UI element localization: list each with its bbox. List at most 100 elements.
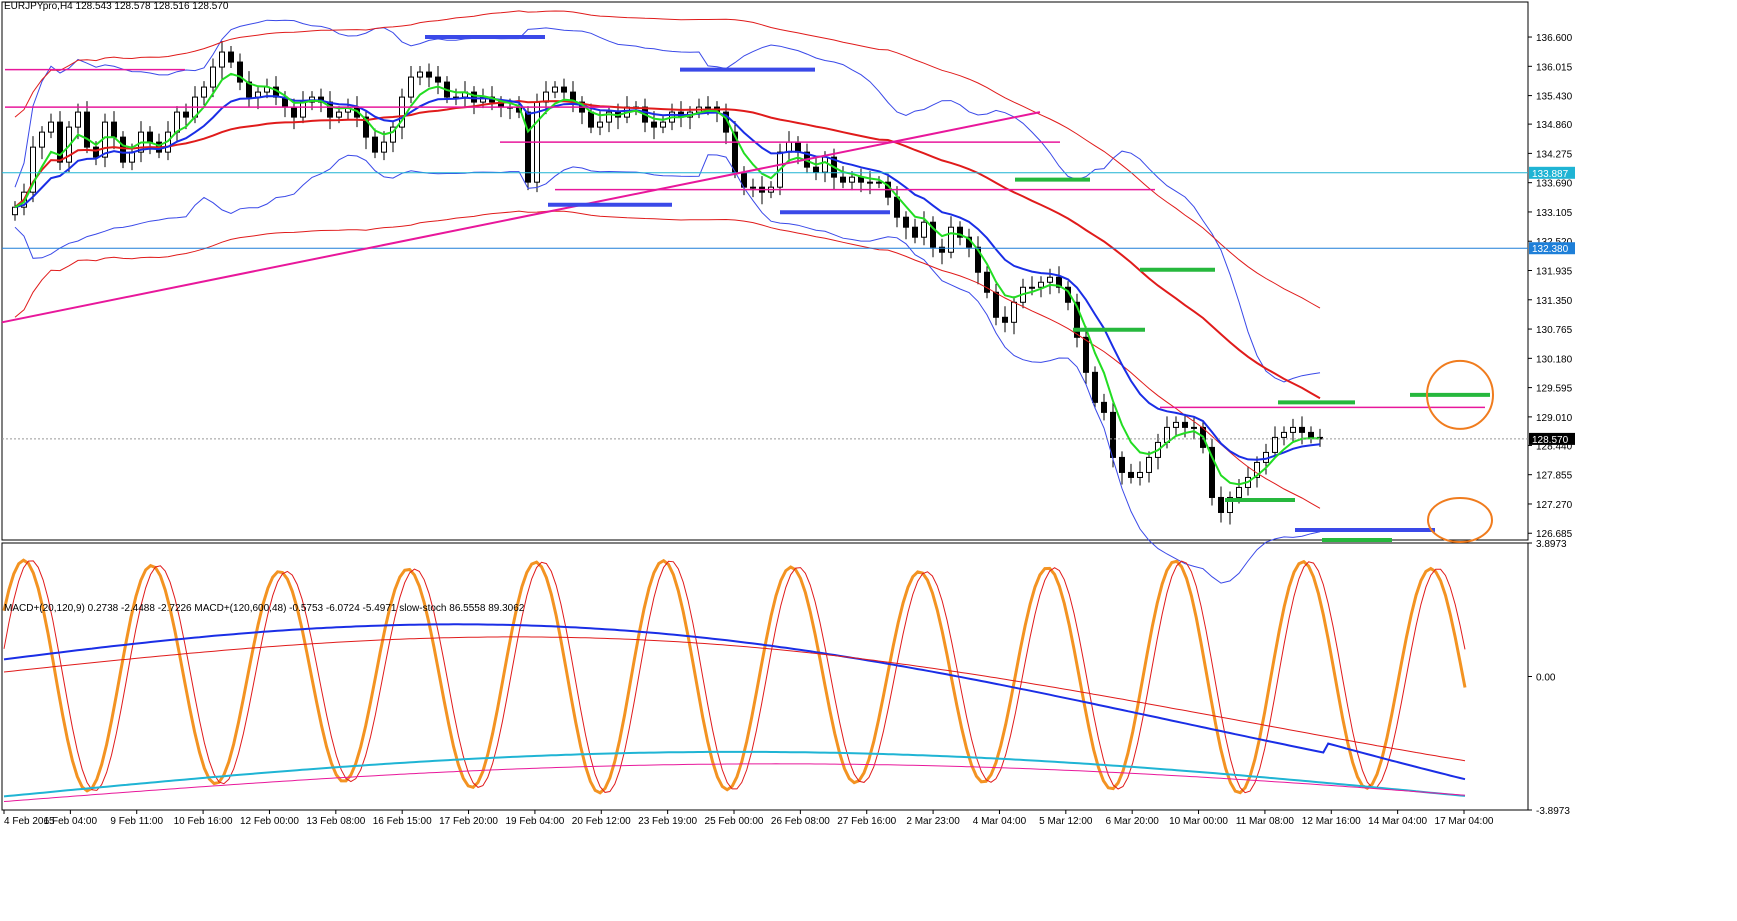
candle-body bbox=[867, 181, 873, 184]
candle-body bbox=[984, 271, 990, 293]
candle-body bbox=[993, 291, 999, 318]
time-tick-label: 5 Mar 12:00 bbox=[1039, 816, 1093, 827]
indicator-header: MACD+(20,120,9) 0.2738 -2.4488 -2.7226 M… bbox=[4, 603, 525, 614]
candle-body bbox=[1308, 431, 1314, 438]
price-label-box bbox=[1529, 432, 1575, 445]
candle-body bbox=[1002, 316, 1008, 323]
bollinger-upper bbox=[14, 19, 1321, 383]
time-tick-label: 6 Mar 20:00 bbox=[1105, 816, 1159, 827]
price-tick-label: 130.180 bbox=[1536, 354, 1573, 365]
candle-body bbox=[120, 136, 126, 163]
candle-body bbox=[1182, 421, 1188, 428]
candle-body bbox=[408, 76, 414, 98]
time-tick-label: 20 Feb 12:00 bbox=[572, 816, 631, 827]
candles bbox=[12, 41, 1323, 525]
price-label-text: 128.570 bbox=[1532, 435, 1569, 446]
highlight-circle bbox=[1427, 496, 1493, 543]
candle-body bbox=[1191, 426, 1197, 429]
stoch-signal-line bbox=[3, 560, 1466, 794]
candle-body bbox=[1299, 426, 1305, 433]
time-tick-label: 4 Feb 2015 bbox=[4, 816, 55, 827]
candle-body bbox=[1128, 471, 1134, 478]
osc-tick-label: 3.8973 bbox=[1536, 539, 1567, 550]
time-tick-label: 13 Feb 08:00 bbox=[306, 816, 365, 827]
price-tick-label: 129.595 bbox=[1536, 384, 1573, 395]
main-panel-frame bbox=[1, 1, 1529, 541]
candle-body bbox=[390, 126, 396, 143]
time-tick-label: 17 Feb 20:00 bbox=[439, 816, 498, 827]
candle-body bbox=[651, 121, 657, 128]
candle-body bbox=[1011, 301, 1017, 323]
price-tick-label: 133.690 bbox=[1536, 179, 1573, 190]
candle-body bbox=[1038, 281, 1044, 288]
candle-body bbox=[210, 66, 216, 88]
candle-body bbox=[246, 81, 252, 98]
time-tick-label: 10 Feb 16:00 bbox=[174, 816, 233, 827]
candle-body bbox=[948, 226, 954, 253]
candle-body bbox=[813, 166, 819, 173]
candle-body bbox=[426, 71, 432, 78]
candle-body bbox=[1236, 486, 1242, 498]
time-tick-label: 4 Mar 04:00 bbox=[973, 816, 1027, 827]
price-tick-label: 135.430 bbox=[1536, 92, 1573, 103]
candle-body bbox=[1056, 276, 1062, 288]
time-tick-label: 23 Feb 19:00 bbox=[638, 816, 697, 827]
time-tick-label: 27 Feb 16:00 bbox=[837, 816, 896, 827]
oscillator-axis: 3.8973 0.00 -3.8973 bbox=[1528, 539, 1570, 817]
candle-body bbox=[1029, 286, 1035, 289]
time-tick-label: 6 Feb 04:00 bbox=[44, 816, 98, 827]
time-tick-label: 12 Mar 16:00 bbox=[1302, 816, 1361, 827]
oscillator-panel-frame bbox=[1, 542, 1529, 811]
time-tick-label: 25 Feb 00:00 bbox=[705, 816, 764, 827]
candle-body bbox=[93, 146, 99, 158]
price-label-box bbox=[1529, 242, 1575, 255]
price-tick-label: 127.270 bbox=[1536, 500, 1573, 511]
time-tick-label: 26 Feb 08:00 bbox=[771, 816, 830, 827]
candle-body bbox=[228, 51, 234, 63]
envelope-lower bbox=[14, 210, 1321, 509]
osc-tick-label: 0.00 bbox=[1536, 673, 1556, 684]
macd-fast-line bbox=[3, 623, 1466, 781]
candle-body bbox=[1083, 336, 1089, 373]
price-label-text: 132.380 bbox=[1532, 244, 1569, 255]
price-tick-label: 130.765 bbox=[1536, 325, 1573, 336]
candle-body bbox=[1146, 456, 1152, 473]
candle-body bbox=[372, 136, 378, 153]
candle-body bbox=[1119, 456, 1125, 473]
candle-body bbox=[1272, 436, 1278, 453]
candle-body bbox=[435, 76, 441, 83]
candle-body bbox=[1227, 496, 1233, 513]
candle-body bbox=[795, 141, 801, 153]
candle-body bbox=[1290, 426, 1296, 433]
candle-body bbox=[1137, 471, 1143, 478]
candle-body bbox=[912, 226, 918, 238]
candle-body bbox=[975, 246, 981, 273]
time-tick-label: 16 Feb 15:00 bbox=[373, 816, 432, 827]
candle-body bbox=[1110, 411, 1116, 458]
price-tick-label: 133.105 bbox=[1536, 208, 1573, 219]
candle-body bbox=[237, 61, 243, 83]
candle-body bbox=[300, 101, 306, 118]
candle-body bbox=[876, 181, 882, 184]
candle-body bbox=[849, 176, 855, 183]
time-tick-label: 11 Mar 08:00 bbox=[1236, 816, 1295, 827]
candle-body bbox=[1092, 371, 1098, 403]
candle-body bbox=[417, 71, 423, 78]
ma-long-line bbox=[14, 99, 1321, 400]
price-tick-label: 128.440 bbox=[1536, 441, 1573, 452]
price-label-box bbox=[1529, 166, 1575, 179]
candle-body bbox=[174, 111, 180, 133]
candle-body bbox=[111, 121, 117, 138]
candle-body bbox=[201, 86, 207, 98]
candle-body bbox=[84, 111, 90, 148]
time-tick-label: 19 Feb 04:00 bbox=[505, 816, 564, 827]
candle-body bbox=[822, 156, 828, 173]
ema-fast-line bbox=[14, 72, 1321, 486]
candle-body bbox=[606, 111, 612, 123]
candle-body bbox=[840, 176, 846, 183]
price-tick-label: 136.015 bbox=[1536, 62, 1573, 73]
candle-body bbox=[1218, 496, 1224, 513]
signal-slow-line bbox=[3, 763, 1466, 802]
